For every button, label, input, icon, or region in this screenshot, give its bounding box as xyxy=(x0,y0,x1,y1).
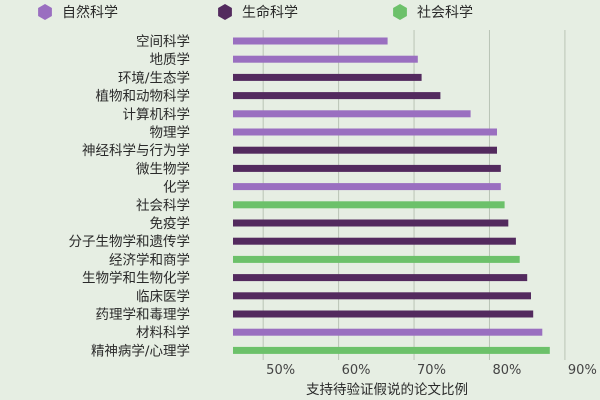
bar xyxy=(233,328,543,336)
category-label: 化学 xyxy=(163,180,190,196)
legend: 自然科学 生命科学 社会科学 xyxy=(38,4,473,21)
x-tick-label: 60% xyxy=(342,363,371,378)
category-label: 计算机科学 xyxy=(123,107,191,123)
bar xyxy=(233,146,497,154)
category-label: 物理学 xyxy=(150,125,191,141)
category-label: 环境/生态学 xyxy=(118,70,190,86)
legend-hexagon-icon xyxy=(38,4,52,20)
category-label: 经济学和商学 xyxy=(109,252,190,268)
bar xyxy=(233,292,531,300)
grid xyxy=(262,30,566,360)
legend-hexagon-icon xyxy=(218,4,232,20)
bar xyxy=(233,73,422,81)
category-label: 植物和动物科学 xyxy=(96,89,191,105)
bar xyxy=(233,346,550,354)
bar xyxy=(233,274,528,282)
category-label: 神经科学与行为学 xyxy=(82,143,190,159)
bar xyxy=(233,201,505,209)
x-axis-title: 支持待验证假说的论文比例 xyxy=(306,382,468,398)
category-label: 地质学 xyxy=(150,52,191,68)
legend-label: 生命科学 xyxy=(242,4,298,21)
bar xyxy=(233,219,509,227)
x-tick-label: 70% xyxy=(417,363,446,378)
bar xyxy=(233,55,418,63)
x-tick-label: 80% xyxy=(492,363,521,378)
bar xyxy=(233,310,534,318)
bars xyxy=(233,37,550,354)
bar xyxy=(233,183,501,191)
category-label: 精神病学/心理学 xyxy=(91,343,190,359)
bar xyxy=(233,164,501,172)
category-label: 微生物学 xyxy=(136,161,190,177)
category-label: 材料科学 xyxy=(136,325,190,341)
category-label: 免疫学 xyxy=(150,216,191,232)
category-label: 生物学和生物化学 xyxy=(82,271,190,287)
category-label: 药理学和毒理学 xyxy=(96,307,191,323)
legend-hexagon-icon xyxy=(393,4,407,20)
category-label: 临床医学 xyxy=(136,289,190,305)
bar xyxy=(233,92,441,100)
bar xyxy=(233,37,388,45)
bar xyxy=(233,110,471,118)
x-tick-label: 90% xyxy=(568,363,597,378)
bar xyxy=(233,255,520,263)
legend-label: 社会科学 xyxy=(417,5,473,21)
x-tick-label: 50% xyxy=(266,363,295,378)
x-tick-labels: 50% 60% 70% 80% 90% xyxy=(266,363,597,378)
legend-label: 自然科学 xyxy=(62,4,118,21)
category-labels: 空间科学地质学环境/生态学植物和动物科学计算机科学物理学神经科学与行为学微生物学… xyxy=(69,34,191,359)
category-label: 空间科学 xyxy=(136,34,190,50)
category-label: 分子生物学和遗传学 xyxy=(69,234,191,250)
bar xyxy=(233,237,516,245)
category-label: 社会科学 xyxy=(136,198,190,214)
bar xyxy=(233,128,497,136)
